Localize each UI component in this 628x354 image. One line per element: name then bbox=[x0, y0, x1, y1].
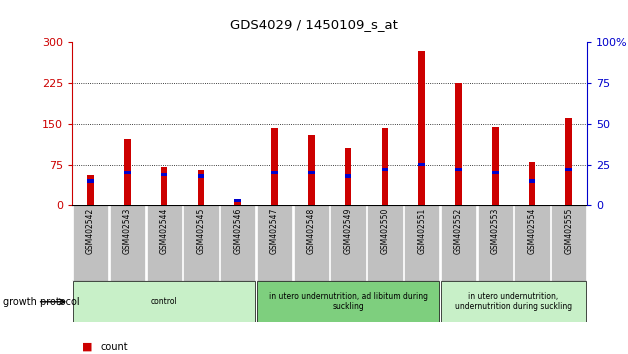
Text: GSM402546: GSM402546 bbox=[233, 207, 242, 254]
Bar bbox=[257, 205, 292, 281]
Bar bbox=[220, 205, 256, 281]
Text: GSM402551: GSM402551 bbox=[417, 207, 426, 254]
Bar bbox=[418, 51, 425, 205]
Bar bbox=[367, 205, 403, 281]
Bar bbox=[492, 171, 499, 175]
Bar bbox=[271, 128, 278, 205]
Text: count: count bbox=[100, 342, 128, 352]
Text: growth protocol: growth protocol bbox=[3, 297, 80, 307]
Bar bbox=[382, 128, 388, 205]
Bar bbox=[110, 205, 145, 281]
Bar bbox=[257, 281, 440, 322]
Text: in utero undernutrition,
undernutrition during suckling: in utero undernutrition, undernutrition … bbox=[455, 292, 572, 312]
Bar bbox=[345, 175, 352, 178]
Text: GSM402548: GSM402548 bbox=[307, 207, 316, 254]
Bar bbox=[565, 168, 572, 171]
Bar bbox=[418, 163, 425, 166]
Bar bbox=[514, 205, 550, 281]
Text: GSM402552: GSM402552 bbox=[454, 207, 463, 254]
Text: GSM402543: GSM402543 bbox=[123, 207, 132, 254]
Bar bbox=[183, 205, 219, 281]
Bar bbox=[308, 135, 315, 205]
Bar bbox=[477, 205, 513, 281]
Bar bbox=[404, 205, 440, 281]
Bar bbox=[73, 281, 256, 322]
Bar bbox=[198, 170, 204, 205]
Bar bbox=[565, 119, 572, 205]
Text: GSM402554: GSM402554 bbox=[528, 207, 536, 254]
Bar bbox=[124, 171, 131, 175]
Bar bbox=[161, 167, 168, 205]
Bar bbox=[73, 205, 108, 281]
Bar bbox=[441, 205, 476, 281]
Bar bbox=[345, 148, 352, 205]
Bar bbox=[198, 175, 204, 178]
Text: ■: ■ bbox=[82, 342, 92, 352]
Text: GSM402553: GSM402553 bbox=[490, 207, 500, 254]
Text: GDS4029 / 1450109_s_at: GDS4029 / 1450109_s_at bbox=[230, 18, 398, 31]
Bar bbox=[124, 139, 131, 205]
Text: GSM402555: GSM402555 bbox=[565, 207, 573, 254]
Text: GSM402542: GSM402542 bbox=[86, 207, 95, 254]
Bar bbox=[529, 179, 535, 183]
Bar bbox=[271, 171, 278, 175]
Bar bbox=[294, 205, 329, 281]
Bar bbox=[161, 173, 168, 176]
Bar bbox=[234, 200, 241, 205]
Bar bbox=[492, 127, 499, 205]
Text: GSM402545: GSM402545 bbox=[197, 207, 205, 254]
Bar bbox=[87, 179, 94, 183]
Bar bbox=[146, 205, 182, 281]
Bar bbox=[234, 199, 241, 202]
Bar bbox=[382, 168, 388, 171]
Text: GSM402550: GSM402550 bbox=[381, 207, 389, 254]
Bar bbox=[551, 205, 587, 281]
Bar bbox=[455, 82, 462, 205]
Text: in utero undernutrition, ad libitum during
suckling: in utero undernutrition, ad libitum duri… bbox=[269, 292, 428, 312]
Bar bbox=[529, 162, 535, 205]
Bar bbox=[441, 281, 587, 322]
Bar bbox=[455, 168, 462, 171]
Bar bbox=[308, 171, 315, 175]
Text: control: control bbox=[151, 297, 178, 306]
Text: GSM402549: GSM402549 bbox=[344, 207, 352, 254]
Text: GSM402544: GSM402544 bbox=[160, 207, 169, 254]
Text: GSM402547: GSM402547 bbox=[270, 207, 279, 254]
Bar bbox=[87, 176, 94, 205]
Bar bbox=[330, 205, 365, 281]
